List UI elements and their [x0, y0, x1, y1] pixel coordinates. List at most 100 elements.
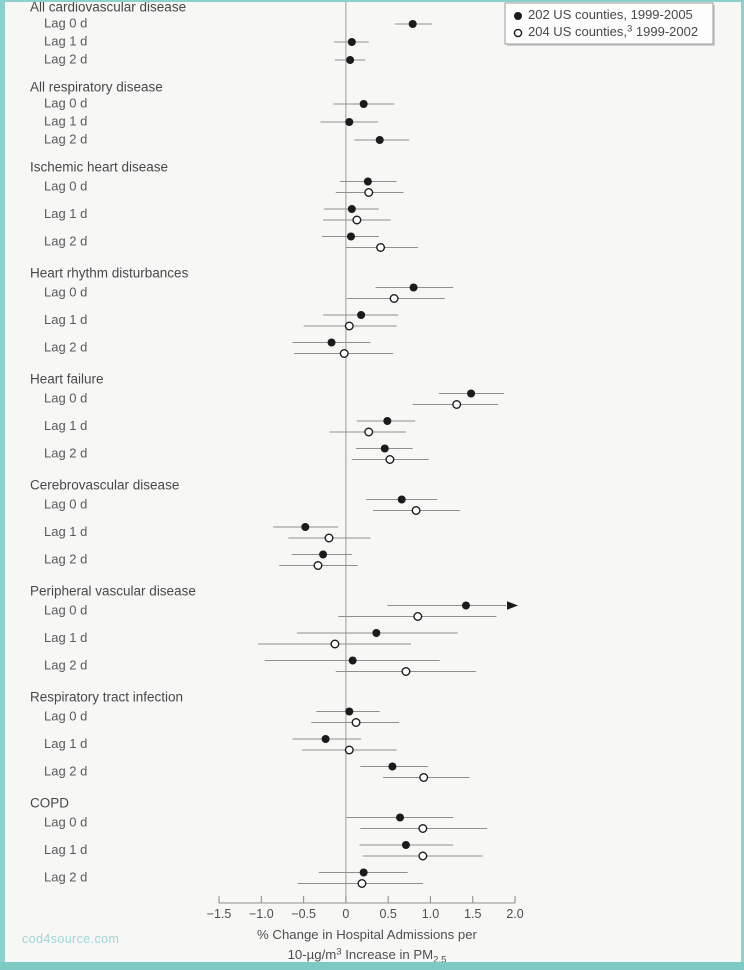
point-estimate-filled: [408, 20, 417, 28]
border-bottom: [0, 962, 744, 970]
point-estimate-filled: [346, 56, 355, 64]
lag-label: Lag 1 d: [44, 524, 87, 539]
legend-item-label: 204 US counties,3 1999-2002: [528, 23, 698, 39]
point-estimate-open: [344, 745, 354, 755]
point-estimate-open: [330, 639, 340, 649]
point-estimate-open: [419, 773, 429, 783]
forest-section: Heart failure Lag 0 d Lag 1 d Lag 2 d: [30, 372, 505, 465]
lag-label: Lag 2 d: [44, 445, 87, 460]
point-estimate-filled: [345, 118, 354, 126]
x-axis-tick-label: −1.5: [207, 907, 232, 921]
lag-label: Lag 2 d: [44, 339, 87, 354]
forest-section: Ischemic heart disease Lag 0 d Lag 1 d Lag …: [30, 160, 418, 252]
section-label: Peripheral vascular disease: [30, 584, 196, 599]
forest-section: Respiratory tract infection Lag 0 d Lag 1 …: [30, 690, 470, 783]
lag-label: Lag 0 d: [44, 496, 87, 511]
point-estimate-open: [376, 242, 386, 252]
x-axis-tick-label: 1.5: [464, 907, 481, 921]
x-axis-tick-label: 1.0: [422, 907, 439, 921]
section-label: Cerebrovascular disease: [30, 478, 179, 493]
watermark-link[interactable]: cod4source.com: [22, 932, 120, 946]
x-axis-tick-label: −0.5: [291, 907, 316, 921]
x-axis-tick-label: 0.5: [379, 907, 396, 921]
lag-label: Lag 1 d: [44, 312, 87, 327]
point-estimate-filled: [301, 523, 310, 531]
point-estimate-filled: [321, 735, 330, 743]
section-label: COPD: [30, 796, 69, 811]
point-estimate-filled: [372, 629, 381, 637]
point-estimate-filled: [380, 444, 389, 453]
point-estimate-open: [389, 294, 399, 304]
point-estimate-filled: [348, 656, 357, 665]
lag-label: Lag 0 d: [44, 15, 87, 30]
point-estimate-open: [352, 215, 362, 225]
point-estimate-filled: [388, 762, 397, 771]
point-estimate-open: [364, 187, 374, 197]
point-estimate-filled: [345, 707, 354, 716]
point-estimate-open: [385, 455, 395, 465]
point-estimate-open: [411, 506, 421, 516]
lag-label: Lag 1 d: [44, 113, 87, 128]
point-estimate-open: [413, 612, 423, 622]
lag-label: Lag 0 d: [44, 602, 87, 617]
point-estimate-filled: [346, 232, 355, 241]
border-left: [0, 0, 5, 970]
legend-item-label: 202 US counties, 1999-2005: [528, 7, 693, 22]
forest-section: Cerebrovascular disease Lag 0 d Lag 1 d Lag…: [30, 478, 461, 571]
point-estimate-filled: [359, 100, 368, 108]
lag-label: Lag 1 d: [44, 33, 87, 48]
border-top: [0, 0, 744, 2]
section-label: Heart failure: [30, 372, 104, 387]
lag-label: Lag 1 d: [44, 736, 87, 751]
forest-section: Heart rhythm disturbances Lag 0 d Lag 1 d L…: [30, 266, 454, 359]
x-axis: −1.5 −1.0 −0.5 0 0.5 1.0 1.5 2.0 % Change in Hos…: [207, 896, 524, 966]
lag-label: Lag 1 d: [44, 842, 87, 857]
arrow-right-icon: [507, 601, 519, 610]
point-estimate-filled: [347, 205, 356, 213]
legend-open-dot-icon: [513, 28, 523, 38]
section-label: Heart rhythm disturbances: [30, 266, 189, 281]
point-estimate-open: [339, 349, 349, 359]
point-estimate-filled: [397, 495, 406, 504]
point-estimate-open: [324, 533, 334, 543]
point-estimate-open: [351, 718, 361, 728]
point-estimate-filled: [327, 338, 336, 347]
point-estimate-filled: [467, 389, 476, 398]
point-estimate-open: [313, 561, 323, 571]
point-estimate-filled: [401, 841, 410, 849]
x-axis-tick-label: 2.0: [506, 907, 523, 921]
x-axis-title-line2: 10-µg/m3 Increase in PM2.5: [288, 947, 447, 966]
legend-filled-dot-icon: [514, 12, 522, 20]
lag-label: Lag 2 d: [44, 233, 87, 248]
lag-label: Lag 2 d: [44, 131, 87, 146]
lag-label: Lag 2 d: [44, 657, 87, 672]
point-estimate-filled: [319, 550, 328, 559]
point-estimate-filled: [363, 177, 372, 186]
point-estimate-open: [418, 851, 428, 861]
point-estimate-filled: [375, 136, 384, 144]
section-label: All cardiovascular disease: [30, 0, 186, 15]
lag-label: Lag 0 d: [44, 95, 87, 110]
point-estimate-open: [364, 427, 374, 437]
point-estimate-filled: [396, 813, 405, 822]
lag-label: Lag 1 d: [44, 630, 87, 645]
legend-box: [504, 2, 714, 45]
section-label: Ischemic heart disease: [30, 160, 168, 175]
lag-label: Lag 2 d: [44, 763, 87, 778]
point-estimate-open: [344, 321, 354, 331]
point-estimate-open: [452, 400, 462, 410]
lag-label: Lag 2 d: [44, 869, 87, 884]
lag-label: Lag 0 d: [44, 814, 87, 829]
forest-section: Peripheral vascular disease Lag 0 d Lag 1 …: [30, 584, 519, 677]
lag-label: Lag 2 d: [44, 551, 87, 566]
lag-label: Lag 0 d: [44, 390, 87, 405]
lag-label: Lag 0 d: [44, 178, 87, 193]
point-estimate-filled: [357, 311, 366, 319]
